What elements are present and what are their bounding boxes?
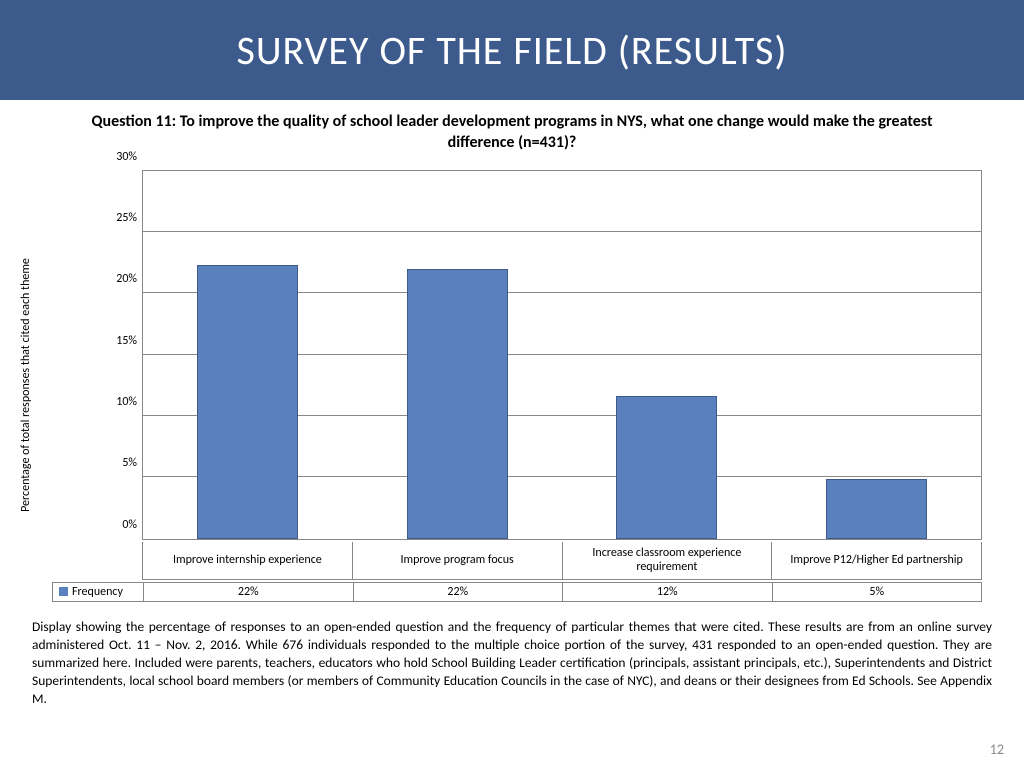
bar <box>197 265 298 539</box>
slide-header: SURVEY OF THE FIELD (RESULTS) <box>0 0 1024 100</box>
caption-text: Display showing the percentage of respon… <box>32 618 992 709</box>
data-table-cell: 12% <box>562 583 772 601</box>
data-table-cell: 5% <box>772 583 982 601</box>
y-tick-label: 30% <box>116 150 143 164</box>
grid-line <box>143 170 981 171</box>
slide-title: SURVEY OF THE FIELD (RESULTS) <box>236 26 787 75</box>
legend-swatch-icon <box>59 587 68 596</box>
data-table-cell: 22% <box>353 583 563 601</box>
page-number: 12 <box>990 741 1004 758</box>
y-tick-label: 5% <box>122 456 143 470</box>
y-tick-label: 15% <box>116 334 143 348</box>
x-tick-label: Increase classroom experience requiremen… <box>563 542 773 580</box>
data-table-cells: 22%22%12%5% <box>143 583 981 601</box>
grid-line <box>143 231 981 232</box>
bar <box>826 479 927 539</box>
x-tick-label: Improve internship experience <box>142 542 353 580</box>
bar <box>616 396 717 538</box>
data-table-row: Frequency 22%22%12%5% <box>52 582 982 602</box>
legend: Frequency <box>53 583 143 601</box>
y-tick-label: 10% <box>116 395 143 409</box>
legend-label: Frequency <box>72 585 123 599</box>
bar <box>407 269 508 539</box>
y-axis-label: Percentage of total responses that cited… <box>19 258 33 512</box>
x-tick-label: Improve P12/Higher Ed partnership <box>772 542 982 580</box>
x-axis-labels: Improve internship experienceImprove pro… <box>142 542 982 580</box>
y-tick-label: 25% <box>116 211 143 225</box>
data-table-cell: 22% <box>143 583 353 601</box>
y-tick-label: 20% <box>116 272 143 286</box>
plot-area: 0%5%10%15%20%25%30% <box>142 170 982 540</box>
y-tick-label: 0% <box>122 518 143 532</box>
x-tick-label: Improve program focus <box>353 542 563 580</box>
chart-title: Question 11: To improve the quality of s… <box>0 100 1024 160</box>
chart-container: Percentage of total responses that cited… <box>32 160 992 610</box>
